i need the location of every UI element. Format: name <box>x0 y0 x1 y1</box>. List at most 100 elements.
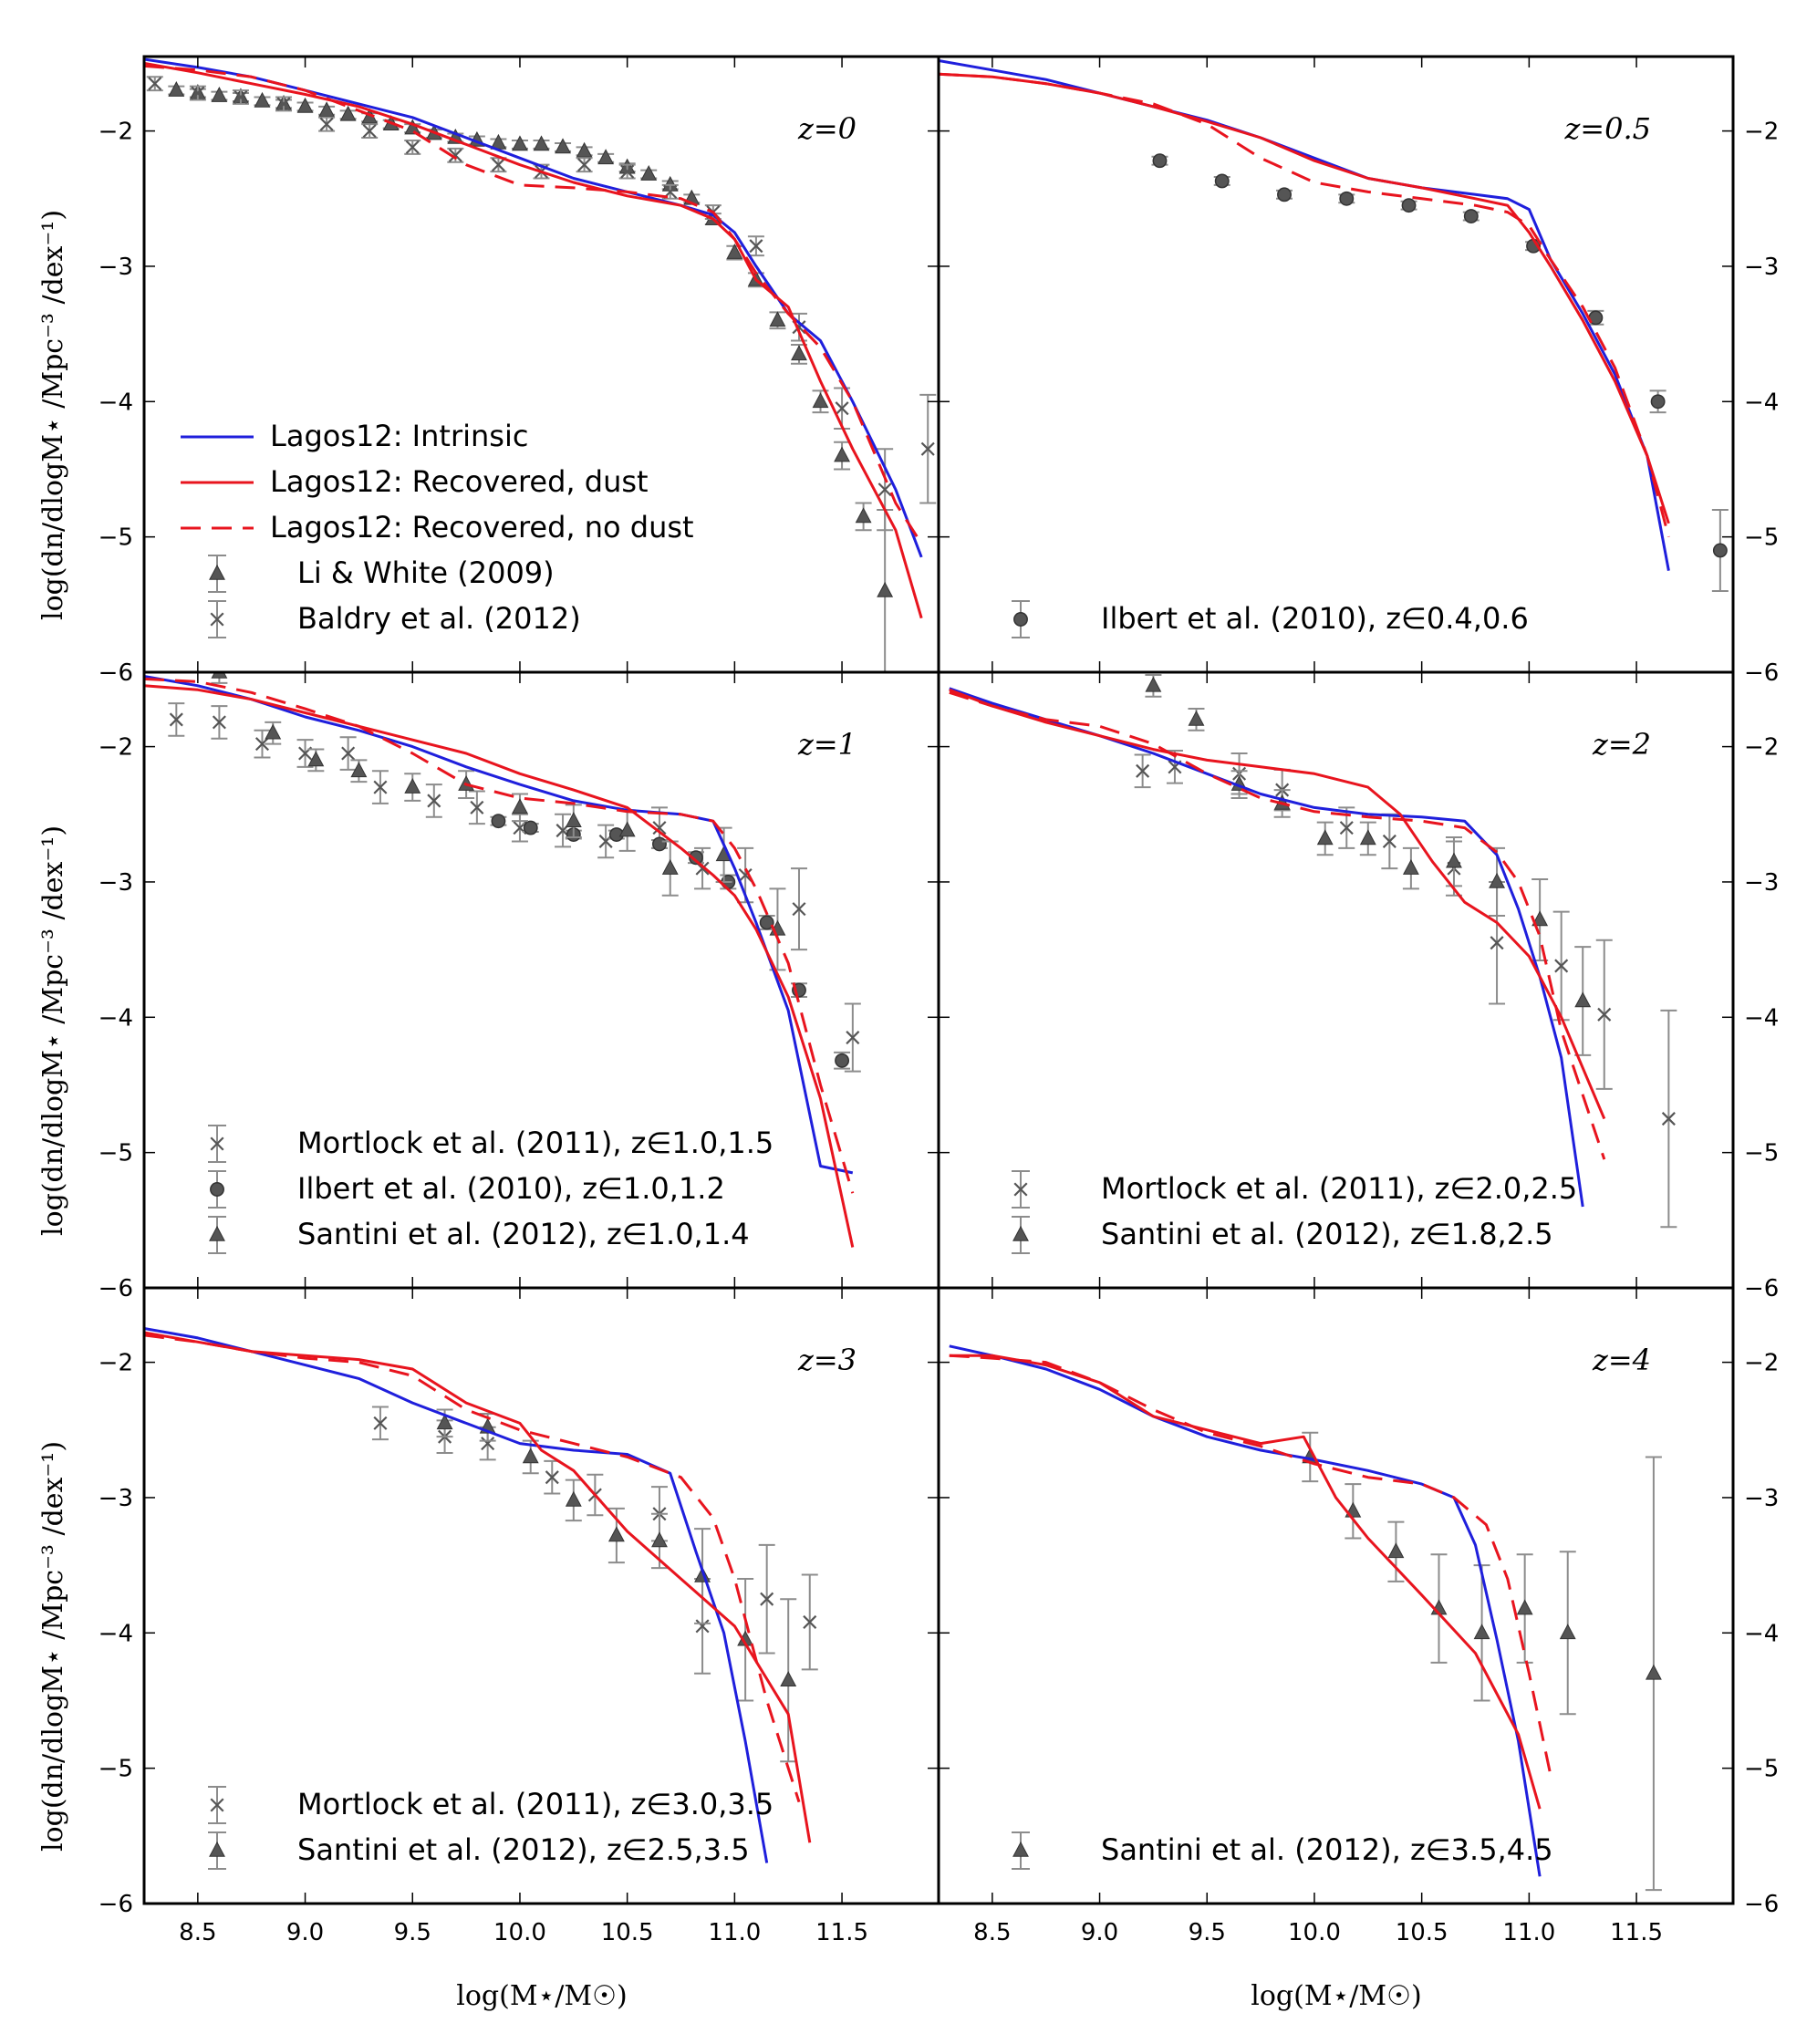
data-point <box>523 820 538 835</box>
data-point <box>661 859 679 875</box>
x-tick-label: 9.5 <box>394 1919 431 1946</box>
data-point <box>689 850 703 866</box>
data-point <box>373 1416 388 1430</box>
series-line-nodust <box>144 677 855 1194</box>
x-tick-label: 10.0 <box>493 1919 546 1946</box>
y-tick-label: −2 <box>1744 1350 1779 1377</box>
x-tick-label: 9.5 <box>1189 1919 1226 1946</box>
data-point <box>1401 198 1417 213</box>
data-point <box>607 1526 625 1542</box>
data-point <box>749 239 763 254</box>
series-line-nodust <box>144 1333 801 1803</box>
series-line-intrinsic <box>144 675 854 1175</box>
data-point <box>835 1053 850 1068</box>
data-point <box>877 581 894 597</box>
legend-label: Santini et al. (2012), z∈2.5,3.5 <box>297 1832 750 1867</box>
data-series-triangle <box>1145 673 1592 1056</box>
legend: Lagos12: Intrinsic Lagos12: Recovered, du… <box>181 419 694 638</box>
data-point <box>491 158 505 172</box>
data-point <box>812 392 829 409</box>
data-point <box>1531 910 1549 927</box>
redshift-label: z=2 <box>1592 727 1651 762</box>
legend: Mortlock et al. (2011), z∈3.0,3.5 Santini… <box>208 1786 774 1870</box>
y-tick-label: −6 <box>99 1891 133 1918</box>
data-point <box>362 124 377 139</box>
data-point <box>448 148 462 162</box>
data-point <box>427 794 441 808</box>
data-point <box>652 836 667 852</box>
series-line-intrinsic <box>144 1327 769 1863</box>
data-point <box>1152 153 1168 169</box>
legend-label: Mortlock et al. (2011), z∈3.0,3.5 <box>297 1787 774 1821</box>
y-axis-title-bottom: log(dn/dlogM⋆ /Mpc⁻³ /dex⁻¹) <box>37 1441 69 1852</box>
data-point <box>555 138 571 154</box>
redshift-label: z=0 <box>797 111 857 146</box>
data-point <box>404 778 421 794</box>
data-point <box>565 1490 582 1507</box>
panel-z-2: −2 −3 −4 −5 −6 z=2 Mortlock et al. (2011), z∈2… <box>937 670 1779 1302</box>
data-point <box>319 117 334 131</box>
legend-label: Mortlock et al. (2011), z∈2.0,2.5 <box>1101 1171 1577 1206</box>
y-tick-label: −5 <box>1744 1756 1779 1783</box>
legend-label: Mortlock et al. (2011), z∈1.0,1.5 <box>297 1126 774 1160</box>
legend-marker <box>1013 612 1028 627</box>
data-point <box>1473 1624 1490 1640</box>
data-point <box>191 86 205 100</box>
y-tick-label: −4 <box>1744 1620 1779 1647</box>
series-line-recovered <box>144 1331 812 1843</box>
series-line-nodust <box>949 690 1606 1160</box>
legend-marker <box>210 612 224 627</box>
y-tick-label: −6 <box>99 659 133 687</box>
legend-marker <box>210 1136 224 1151</box>
data-point <box>234 89 248 105</box>
data-point <box>512 798 528 814</box>
y-tick-label: −3 <box>99 1485 133 1512</box>
data-point <box>769 311 786 327</box>
legend-marker <box>1012 1225 1029 1241</box>
x-tick-label: 9.0 <box>1081 1919 1118 1946</box>
legend: Mortlock et al. (2011), z∈1.0,1.5 Ilbert … <box>208 1125 774 1254</box>
y-tick-label: −4 <box>99 1620 133 1647</box>
y-tick-label: −5 <box>99 1140 133 1167</box>
y-tick-label: −6 <box>1744 1275 1779 1302</box>
legend-marker <box>209 1225 225 1241</box>
series-line-recovered <box>144 684 855 1248</box>
panels: −2 −3 −4 −5 −6 z=0 Lagos12: IntrinsicLagos12: … <box>99 55 1779 1946</box>
legend-marker <box>209 564 225 580</box>
y-tick-label: −5 <box>99 1756 133 1783</box>
data-point <box>1574 991 1592 1008</box>
plot-area <box>144 1327 818 1863</box>
series-line-nodust <box>939 72 1670 537</box>
data-point <box>254 91 271 108</box>
data-point <box>760 1592 774 1606</box>
x-axis-title-left: log(M⋆/M☉) <box>456 1980 628 2012</box>
legend-marker <box>210 1798 224 1812</box>
data-point <box>211 86 228 102</box>
data-point <box>533 135 550 151</box>
data-point <box>211 672 228 679</box>
x-tick-label: 8.5 <box>973 1919 1011 1946</box>
data-point <box>846 1031 860 1045</box>
data-point <box>522 1447 539 1464</box>
legend-label: Li & White (2009) <box>297 555 555 590</box>
y-tick-label: −2 <box>99 734 133 762</box>
series-line-recovered <box>939 72 1670 524</box>
data-point <box>296 97 314 113</box>
legend-marker <box>209 1841 225 1857</box>
x-tick-label: 10.5 <box>601 1919 654 1946</box>
data-point <box>640 164 658 181</box>
data-point <box>834 446 850 462</box>
legend: Ilbert et al. (2010), z∈0.4,0.6 <box>1012 600 1529 638</box>
legend-label: Santini et al. (2012), z∈1.8,2.5 <box>1101 1217 1553 1251</box>
data-series-circle <box>1151 153 1729 592</box>
data-point <box>148 77 162 91</box>
legend-label: Ilbert et al. (2010), z∈0.4,0.6 <box>1101 601 1529 636</box>
data-point <box>1597 1007 1612 1022</box>
data-point <box>318 101 336 118</box>
data-point <box>835 401 849 416</box>
data-point <box>254 737 270 752</box>
data-point <box>1382 834 1396 848</box>
data-point <box>576 141 593 158</box>
y-tick-label: −6 <box>99 1275 133 1302</box>
